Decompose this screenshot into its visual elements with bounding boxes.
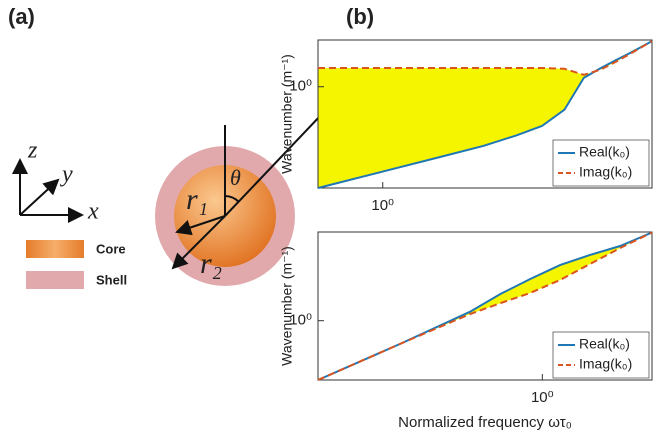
axis-label: z [27,138,38,164]
legend-box [552,331,650,379]
core-swatch [26,240,84,258]
series-line [317,40,653,189]
legend-label: Imag(k₀) [579,164,632,180]
series-line [317,231,653,381]
x-tick-label: 10⁰ [531,389,554,406]
radius-label: r₂ [200,247,222,280]
x-axis-label: Normalized frequency ωτ₀ [398,414,572,431]
fill-between [318,232,652,380]
x-tick-label: 10⁰ [371,197,394,214]
geometry-lines [171,113,323,270]
panel-label: (b) [346,4,374,29]
legend-label: Real(k₀) [579,336,630,352]
legend-text: Shell [96,272,127,287]
y-axis-label: Wavenumber (m⁻¹) [279,246,295,366]
legend-label: Real(k₀) [579,144,630,160]
shell-swatch [26,271,84,289]
axis-label: x [87,199,99,225]
panel-label: (a) [8,4,35,29]
y-tick-label: 10⁰ [289,78,312,95]
series-line [318,40,653,76]
fill-between [318,41,652,188]
legend-text: Core [96,241,126,256]
axis-label: y [60,162,73,188]
plot-frame [317,231,653,381]
angle-label: θ [230,165,241,190]
legend-label: Imag(k₀) [579,356,632,372]
radius-label: r₁ [186,183,208,216]
legend-box [552,139,650,187]
y-axis-label: Wavenumber (m⁻¹) [279,54,295,174]
y-tick-label: 10⁰ [289,312,312,329]
plot-frame [317,39,653,189]
axes-diagram [12,158,84,223]
